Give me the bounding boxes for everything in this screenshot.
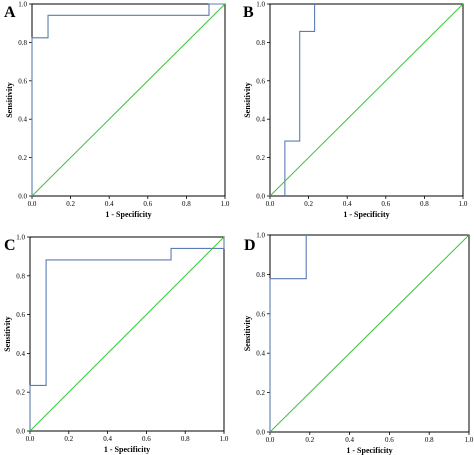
roc-curve	[29, 237, 225, 431]
x-tick-label: 0.6	[142, 435, 151, 443]
y-tick-label: 0.2	[18, 154, 27, 162]
panel-d: D 0.0 0.2 0.4 0.6 0.8 1.0 0.0 0.2 0.4 0.6 0.8 1.0 1 -…	[243, 232, 474, 455]
y-tick-label: 0.4	[256, 350, 265, 358]
x-tick-label: 0.6	[143, 200, 152, 208]
y-tick-label: 0.8	[256, 39, 265, 47]
y-tick-label: 0.0	[16, 428, 25, 436]
x-tick-label: 0.4	[345, 436, 354, 444]
x-tick-label: 0.4	[343, 200, 352, 208]
y-tick-label: 1.0	[256, 232, 265, 240]
panel-b: B 0.0 0.2 0.4 0.6 0.8 1.0 0.0 0.2 0.4 0.6 0.8 1.0 1 -…	[243, 1, 468, 220]
x-tick-label: 0.8	[182, 200, 191, 208]
y-tick-label: 0.2	[256, 389, 265, 397]
panel-letter: B	[243, 4, 254, 21]
x-axis-title: 1 - Specificity	[104, 445, 150, 454]
y-tick-label: 0.6	[18, 77, 27, 85]
roc-curve	[284, 4, 316, 196]
y-axis-title: Sensitivity	[243, 82, 252, 118]
x-tick-label: 1.0	[221, 200, 230, 208]
reference-diagonal	[29, 236, 225, 432]
x-tick-label: 0.0	[28, 200, 37, 208]
y-tick-label: 0.2	[256, 154, 265, 162]
x-tick-label: 0.8	[425, 436, 434, 444]
x-tick-label: 0.8	[181, 435, 190, 443]
y-tick-label: 0.8	[16, 272, 25, 280]
panel-a: A 0.0 0.2 0.4 0.6 0.8 1.0 0.0 0.2 0.4 0.6 0.8 1.0 1 -…	[4, 1, 230, 220]
reference-diagonal	[31, 3, 226, 197]
x-tick-label: 0.2	[305, 436, 314, 444]
plot-frame	[29, 236, 225, 432]
y-tick-label: 1.0	[16, 234, 25, 242]
y-tick-label: 1.0	[256, 1, 265, 9]
x-tick-label: 1.0	[220, 435, 229, 443]
panel-c: C 0.0 0.2 0.4 0.6 0.8 1.0 0.0 0.2 0.4 0.6 0.8 1.0 1 -…	[3, 234, 229, 455]
y-tick-label: 0.6	[256, 77, 265, 85]
roc-curve	[269, 235, 307, 432]
y-tick-label: 1.0	[18, 1, 27, 9]
x-tick-label: 0.6	[381, 200, 390, 208]
panel-letter: C	[4, 237, 16, 254]
y-tick-label: 0.0	[256, 429, 265, 437]
x-tick-label: 0.0	[266, 200, 275, 208]
y-tick-label: 0.4	[256, 116, 265, 124]
x-tick-label: 0.8	[420, 200, 429, 208]
x-tick-label: 0.0	[26, 435, 35, 443]
x-tick-label: 0.2	[66, 200, 75, 208]
x-tick-label: 1.0	[459, 200, 468, 208]
x-axis-title: 1 - Specificity	[343, 210, 389, 219]
reference-diagonal	[269, 3, 464, 197]
y-axis-title: Sensitivity	[5, 82, 14, 118]
y-tick-label: 0.6	[16, 311, 25, 319]
y-tick-label: 0.4	[16, 350, 25, 358]
x-tick-label: 0.0	[266, 436, 275, 444]
y-tick-label: 0.2	[16, 389, 25, 397]
x-tick-label: 0.6	[385, 436, 394, 444]
plot-frame	[269, 3, 464, 197]
reference-diagonal	[269, 234, 470, 433]
x-axis-title: 1 - Specificity	[346, 446, 392, 455]
x-axis-title: 1 - Specificity	[105, 210, 151, 219]
y-tick-label: 0.0	[18, 193, 27, 201]
x-tick-label: 0.4	[105, 200, 114, 208]
x-tick-label: 0.2	[304, 200, 313, 208]
y-tick-label: 0.6	[256, 310, 265, 318]
x-tick-label: 0.4	[103, 435, 112, 443]
y-tick-label: 0.8	[18, 39, 27, 47]
y-tick-label: 0.0	[256, 193, 265, 201]
x-tick-label: 0.2	[64, 435, 73, 443]
y-axis-title: Sensitivity	[243, 316, 252, 352]
y-axis-title: Sensitivity	[3, 316, 12, 352]
y-tick-label: 0.4	[18, 116, 27, 124]
panel-letter: A	[4, 4, 16, 21]
roc-curve	[31, 3, 225, 196]
x-tick-label: 1.0	[465, 436, 474, 444]
y-tick-label: 0.8	[256, 271, 265, 279]
panel-letter: D	[244, 237, 256, 254]
